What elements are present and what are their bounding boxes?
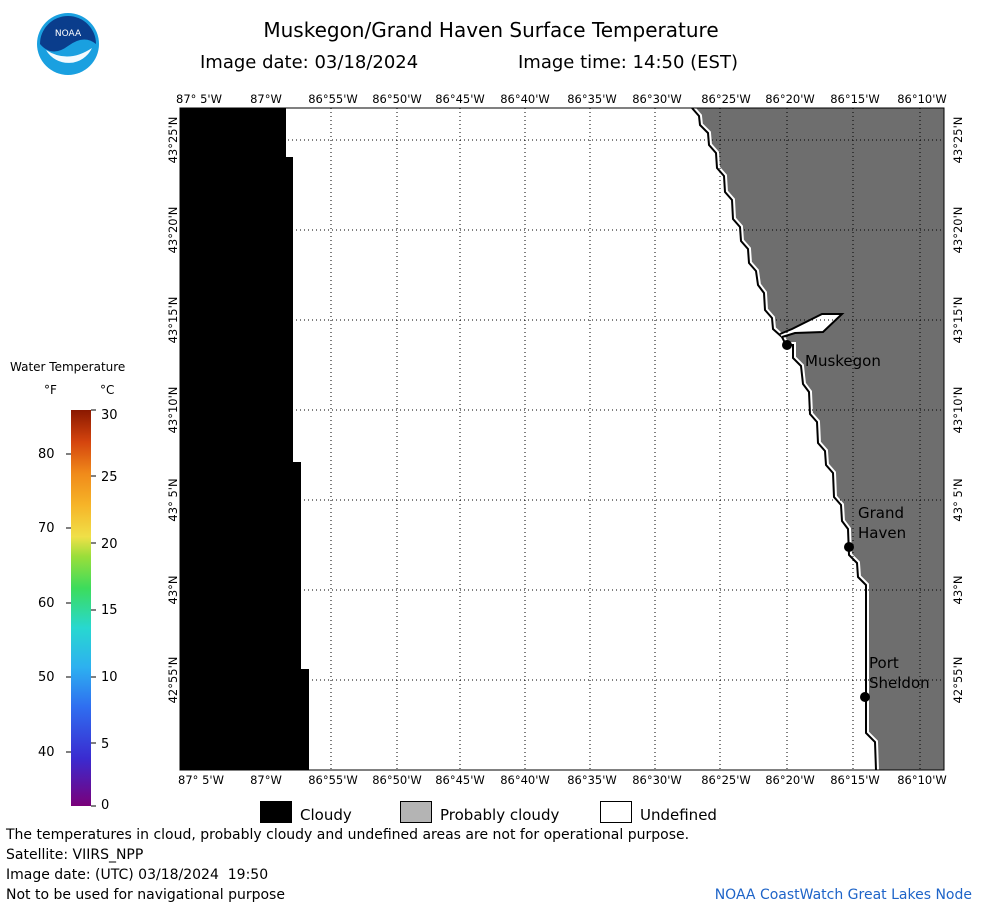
- lon-tick-bottom: 86°50'W: [372, 773, 422, 787]
- lat-tick-left: 43°25'N: [166, 117, 180, 164]
- lon-tick-top: 87°W: [250, 92, 282, 106]
- lat-tick-left: 43°15'N: [166, 297, 180, 344]
- lon-tick-top: 86°25'W: [701, 92, 751, 106]
- colorbar-c-label: 20: [101, 537, 118, 552]
- graticule: [180, 108, 944, 770]
- legend-swatch-undefined: [600, 801, 632, 823]
- colorbar-f-label: 60: [38, 596, 55, 611]
- city-marker-port-sheldon: [860, 692, 870, 702]
- lat-tick-right: 43°25'N: [951, 117, 965, 164]
- lat-tick-right: 43°10'N: [951, 387, 965, 434]
- lon-tick-bottom: 87°W: [250, 773, 282, 787]
- footer-node-credit: NOAA CoastWatch Great Lakes Node: [714, 887, 972, 903]
- lon-tick-top: 86°55'W: [308, 92, 358, 106]
- lat-tick-left: 43°20'N: [166, 207, 180, 254]
- colorbar-c-label: 10: [101, 670, 118, 685]
- lon-tick-bottom: 86°45'W: [435, 773, 485, 787]
- legend-label-cloudy: Cloudy: [300, 806, 352, 824]
- lat-tick-left: 43°N: [166, 576, 180, 605]
- muskegon-channel: [779, 313, 845, 338]
- colorbar-c-label: 15: [101, 603, 118, 618]
- city-label-port-sheldon: Port: [869, 654, 899, 672]
- logo-text: NOAA: [55, 29, 82, 39]
- city-label-muskegon: Muskegon: [805, 352, 881, 370]
- footer-satellite: Satellite: VIIRS_NPP: [6, 847, 144, 863]
- colorbar-c-label: 30: [101, 408, 118, 423]
- city-marker-grand-haven: [844, 542, 854, 552]
- colorbar-c-label: 5: [101, 737, 110, 752]
- lon-tick-bottom: 86°15'W: [830, 773, 880, 787]
- footer-disclaimer: The temperatures in cloud, probably clou…: [6, 827, 690, 843]
- lon-tick-bottom: 86°20'W: [765, 773, 815, 787]
- lat-tick-right: 43°15'N: [951, 297, 965, 344]
- lon-tick-top: 87° 5'W: [176, 92, 222, 106]
- city-marker-muskegon: [782, 340, 792, 350]
- temperature-colorbar: [71, 410, 91, 806]
- lon-tick-top: 86°40'W: [500, 92, 550, 106]
- image-date: Image date: 03/18/2024: [200, 52, 419, 73]
- legend-label-undefined: Undefined: [640, 806, 717, 824]
- lat-tick-right: 43°20'N: [951, 207, 965, 254]
- lat-tick-right: 43°N: [951, 576, 965, 605]
- legend-swatch-probably-cloudy: [400, 801, 432, 823]
- colorbar-ticks: [66, 409, 96, 807]
- lon-tick-bottom: 86°10'W: [897, 773, 947, 787]
- city-label-grand-haven: Haven: [858, 524, 906, 542]
- footer-nav-warning: Not to be used for navigational purpose: [6, 887, 285, 903]
- unit-celsius: °C: [100, 383, 115, 397]
- unit-fahrenheit: °F: [44, 383, 57, 397]
- lon-tick-bottom: 86°25'W: [701, 773, 751, 787]
- colorbar-f-label: 40: [38, 745, 55, 760]
- noaa-logo: NOAA: [37, 13, 99, 75]
- colorbar-f-label: 50: [38, 670, 55, 685]
- color-scale-title: Water Temperature: [10, 360, 126, 374]
- lon-tick-top: 86°50'W: [372, 92, 422, 106]
- lon-tick-top: 86°30'W: [632, 92, 682, 106]
- lat-tick-left: 42°55'N: [166, 657, 180, 704]
- lat-tick-left: 43° 5'N: [166, 478, 180, 521]
- lat-tick-right: 42°55'N: [951, 657, 965, 704]
- city-label-grand-haven: Grand: [858, 504, 904, 522]
- colorbar-f-label: 70: [38, 521, 55, 536]
- cloudy-area: [180, 108, 309, 770]
- lon-tick-bottom: 87° 5'W: [178, 773, 224, 787]
- colorbar-f-label: 80: [38, 447, 55, 462]
- legend-swatch-cloudy: [260, 801, 292, 823]
- lon-tick-top: 86°35'W: [567, 92, 617, 106]
- colorbar-c-label: 0: [101, 798, 110, 813]
- legend-label-probably-cloudy: Probably cloudy: [440, 806, 560, 824]
- lon-tick-top: 86°15'W: [830, 92, 880, 106]
- footer-utc-date: Image date: (UTC) 03/18/2024 19:50: [6, 867, 269, 883]
- lon-tick-bottom: 86°30'W: [632, 773, 682, 787]
- lon-tick-top: 86°10'W: [897, 92, 947, 106]
- lon-tick-top: 86°45'W: [435, 92, 485, 106]
- lon-tick-bottom: 86°40'W: [500, 773, 550, 787]
- lon-tick-bottom: 86°35'W: [567, 773, 617, 787]
- colorbar-c-label: 25: [101, 470, 118, 485]
- lon-tick-top: 86°20'W: [765, 92, 815, 106]
- lon-tick-bottom: 86°55'W: [308, 773, 358, 787]
- map-title: Muskegon/Grand Haven Surface Temperature: [263, 18, 719, 42]
- image-time: Image time: 14:50 (EST): [518, 52, 738, 73]
- city-label-port-sheldon: Sheldon: [869, 674, 930, 692]
- map-frame: [179, 107, 945, 771]
- lat-tick-left: 43°10'N: [166, 387, 180, 434]
- lat-tick-right: 43° 5'N: [951, 478, 965, 521]
